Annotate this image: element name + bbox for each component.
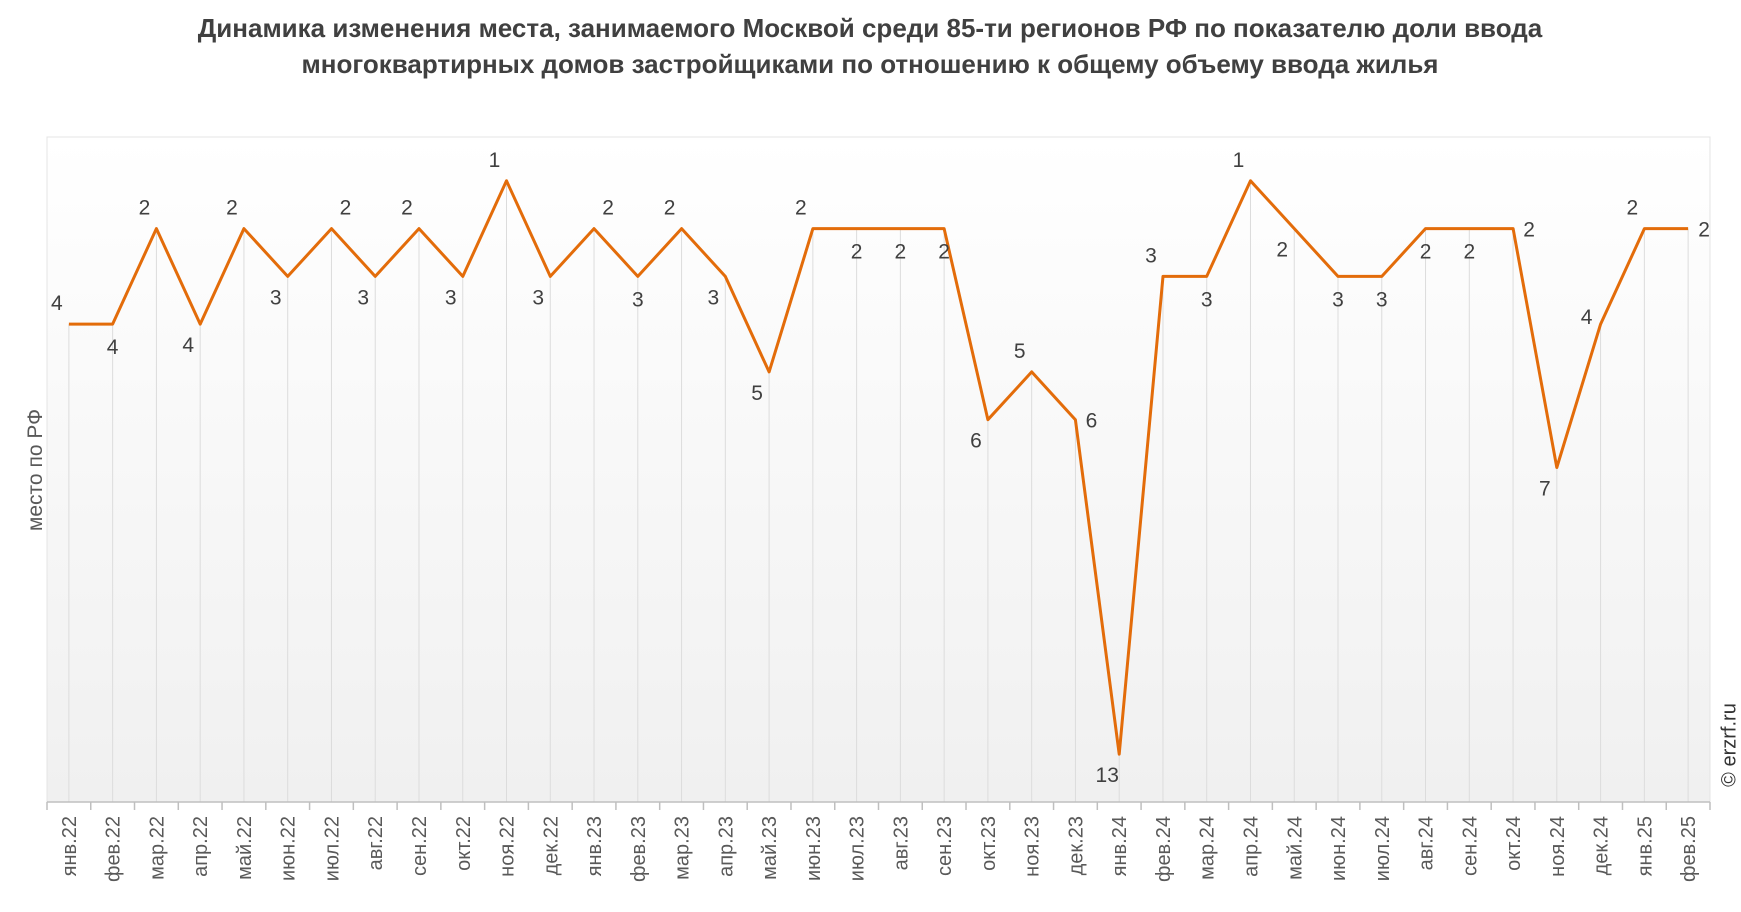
x-tick-label: дек.23 — [1065, 816, 1087, 875]
x-tick-label: янв.22 — [59, 816, 81, 876]
data-label: 7 — [1539, 478, 1551, 501]
x-tick-label: май.24 — [1284, 816, 1306, 880]
x-tick-label: ноя.22 — [497, 816, 519, 877]
x-tick-label: июл.23 — [847, 816, 869, 881]
data-label: 2 — [1463, 241, 1475, 264]
data-label: 3 — [1145, 244, 1157, 267]
data-label: 3 — [707, 286, 719, 309]
x-tick-label: июл.24 — [1372, 816, 1394, 881]
x-tick-label: янв.25 — [1634, 816, 1656, 876]
chart-title: Динамика изменения места, занимаемого Мо… — [197, 13, 1543, 79]
data-label: 2 — [795, 197, 807, 220]
x-tick-label: май.23 — [759, 816, 781, 880]
x-tick-label: ноя.23 — [1022, 816, 1044, 877]
x-tick-label: апр.24 — [1240, 816, 1262, 877]
x-tick-label: мар.23 — [672, 816, 694, 880]
data-label: 3 — [1376, 288, 1388, 311]
x-tick-label: ноя.24 — [1547, 816, 1569, 877]
data-label: 3 — [1332, 288, 1344, 311]
x-tick-label: июн.22 — [278, 816, 300, 881]
data-label: 3 — [532, 286, 544, 309]
data-label: 2 — [1698, 219, 1710, 242]
data-label: 2 — [664, 197, 676, 220]
data-label: 13 — [1096, 764, 1119, 787]
data-label: 2 — [139, 197, 151, 220]
data-label: 2 — [851, 241, 863, 264]
x-tick-label: мар.22 — [146, 816, 168, 880]
data-label: 5 — [1014, 340, 1026, 363]
x-tick-label: авг.24 — [1416, 816, 1438, 870]
x-tick-label: апр.23 — [715, 816, 737, 877]
series-line — [68, 179, 1689, 756]
data-label: 2 — [1420, 241, 1432, 264]
x-tick-label: янв.24 — [1109, 816, 1131, 876]
x-tick-label: авг.23 — [890, 816, 912, 870]
x-tick-label: фев.22 — [103, 816, 125, 882]
data-label: 3 — [270, 286, 282, 309]
x-tick-label: сен.22 — [409, 816, 431, 876]
data-label: 6 — [1086, 410, 1098, 433]
data-label: 4 — [51, 292, 63, 315]
x-tick-label: фев.25 — [1678, 816, 1700, 882]
data-label: 3 — [445, 286, 457, 309]
x-tick-label: июн.23 — [803, 816, 825, 881]
x-tick-label: окт.24 — [1503, 816, 1525, 871]
data-label: 2 — [938, 241, 950, 264]
plot-area — [46, 136, 1711, 803]
x-tick-label: июл.22 — [321, 816, 343, 881]
data-label: 3 — [1201, 288, 1213, 311]
data-label: 4 — [1581, 306, 1593, 329]
data-label: 4 — [107, 336, 119, 359]
x-tick-label: май.22 — [234, 816, 256, 880]
x-tick-label: апр.22 — [190, 816, 212, 877]
data-label: 2 — [1523, 219, 1535, 242]
data-label: 1 — [489, 149, 501, 172]
data-label: 3 — [357, 286, 369, 309]
x-tick-label: дек.22 — [540, 816, 562, 875]
data-label: 2 — [1276, 239, 1288, 262]
x-tick-label: фев.24 — [1153, 816, 1175, 882]
data-label: 1 — [1233, 149, 1245, 172]
x-tick-label: дек.24 — [1591, 816, 1613, 875]
data-label: 2 — [602, 197, 614, 220]
x-tick-label: янв.23 — [584, 816, 606, 876]
data-label: 6 — [970, 430, 982, 453]
x-tick-label: окт.22 — [453, 816, 475, 871]
data-label: 3 — [632, 288, 644, 311]
x-tick-label: окт.23 — [978, 816, 1000, 871]
x-tick-label: сен.23 — [934, 816, 956, 876]
x-tick-label: авг.22 — [365, 816, 387, 870]
data-label: 2 — [226, 197, 238, 220]
data-label: 2 — [895, 241, 907, 264]
data-label: 5 — [751, 382, 763, 405]
data-label: 2 — [401, 197, 413, 220]
x-tick-label: мар.24 — [1197, 816, 1219, 880]
x-tick-label: июн.24 — [1328, 816, 1350, 881]
x-tick-label: фев.23 — [628, 816, 650, 882]
data-label: 2 — [340, 197, 352, 220]
data-label: 2 — [1627, 197, 1639, 220]
x-tick-label: сен.24 — [1459, 816, 1481, 876]
data-label: 4 — [182, 334, 194, 357]
